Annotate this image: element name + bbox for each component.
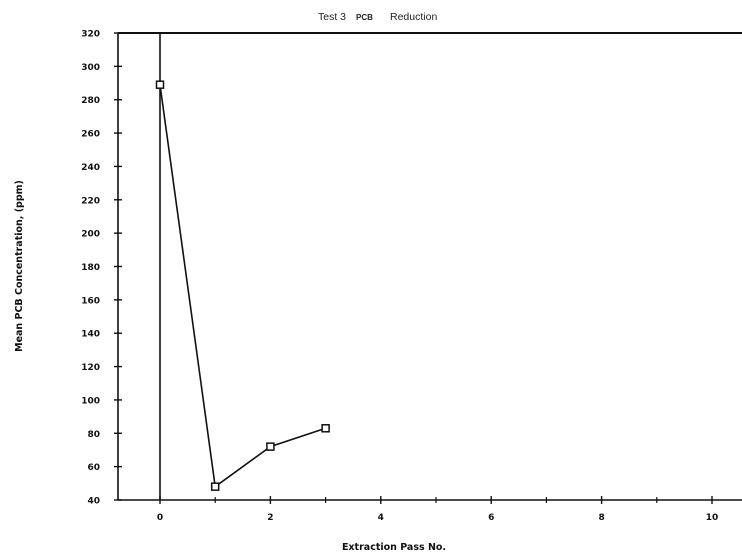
y-tick-label: 160 (81, 296, 100, 306)
x-tick-label: 10 (706, 513, 719, 523)
x-axis-label: Extraction Pass No. (342, 542, 446, 553)
x-tick-label: 6 (488, 513, 494, 523)
y-tick-label: 220 (81, 196, 100, 206)
y-tick-label: 320 (81, 30, 100, 40)
x-tick-label: 4 (378, 513, 384, 523)
y-tick-label: 240 (81, 163, 100, 173)
series-layer (155, 80, 330, 491)
y-tick-label: 260 (81, 130, 100, 140)
data-point-marker (321, 424, 330, 433)
x-tick-label: 0 (157, 513, 163, 523)
y-tick-label: 100 (81, 396, 100, 406)
y-tick-label: 180 (81, 263, 100, 273)
y-tick-label: 40 (87, 497, 100, 507)
y-tick-label: 80 (87, 430, 100, 440)
chart-title-part-3: Reduction (390, 11, 437, 23)
data-point-marker (266, 442, 275, 451)
y-ticks: 40 60 80 100 120 140 160 180 200 220 240 260 280 300 3… (81, 30, 122, 507)
data-point-marker (155, 80, 165, 89)
series-line (159, 84, 326, 489)
x-tick-label: 2 (267, 513, 273, 523)
y-tick-label: 300 (81, 63, 100, 73)
y-tick-label: 280 (81, 96, 100, 106)
x-tick-label: 8 (598, 513, 604, 523)
y-tick-label: 60 (87, 463, 100, 473)
chart-title-part-2: PCB (356, 13, 373, 22)
data-point-marker (210, 482, 220, 491)
y-tick-label: 140 (81, 330, 100, 340)
y-axis-label: Mean PCB Concentration, (ppm) (14, 180, 25, 352)
y-tick-label: 120 (81, 363, 100, 373)
chart-title-part-1: Test 3 (318, 11, 346, 23)
y-tick-label: 200 (81, 230, 100, 240)
x-ticks: 0 2 4 6 8 10 (157, 496, 718, 523)
